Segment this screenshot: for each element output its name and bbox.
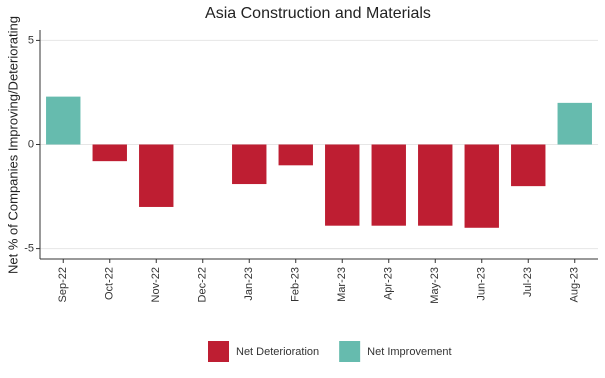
y-tick-label: 0 [28,138,34,150]
x-tick-label: Aug-23 [569,267,581,302]
bar [464,144,499,228]
y-tick-label: -5 [24,242,34,254]
bar [371,144,406,226]
y-tick-label: 5 [28,34,34,46]
legend-swatch [208,341,229,362]
bar [232,144,267,185]
bar [139,144,174,207]
bar [46,96,81,145]
bar [511,144,546,187]
x-tick-label: Sep-22 [57,267,69,302]
x-tick-label: Dec-22 [197,267,209,302]
legend-label: Net Deterioration [236,346,319,358]
x-tick-label: May-23 [429,267,441,304]
x-tick-label: Jun-23 [476,267,488,301]
x-tick-label: Apr-23 [383,267,395,300]
x-tick-label: Oct-22 [104,267,116,300]
legend-label: Net Improvement [367,346,451,358]
bar [325,144,360,226]
bar [418,144,453,226]
y-axis-label: Net % of Companies Improving/Deteriorati… [5,16,20,274]
bar [557,102,592,145]
chart-title: Asia Construction and Materials [205,5,431,22]
bar [278,144,313,166]
x-tick-label: Feb-23 [290,267,302,302]
bar [92,144,127,162]
legend-swatch [339,341,361,362]
x-tick-label: Nov-22 [150,267,162,302]
x-tick-label: Mar-23 [336,267,348,302]
x-tick-label: Jan-23 [243,267,255,301]
x-tick-label: Jul-23 [522,267,534,297]
